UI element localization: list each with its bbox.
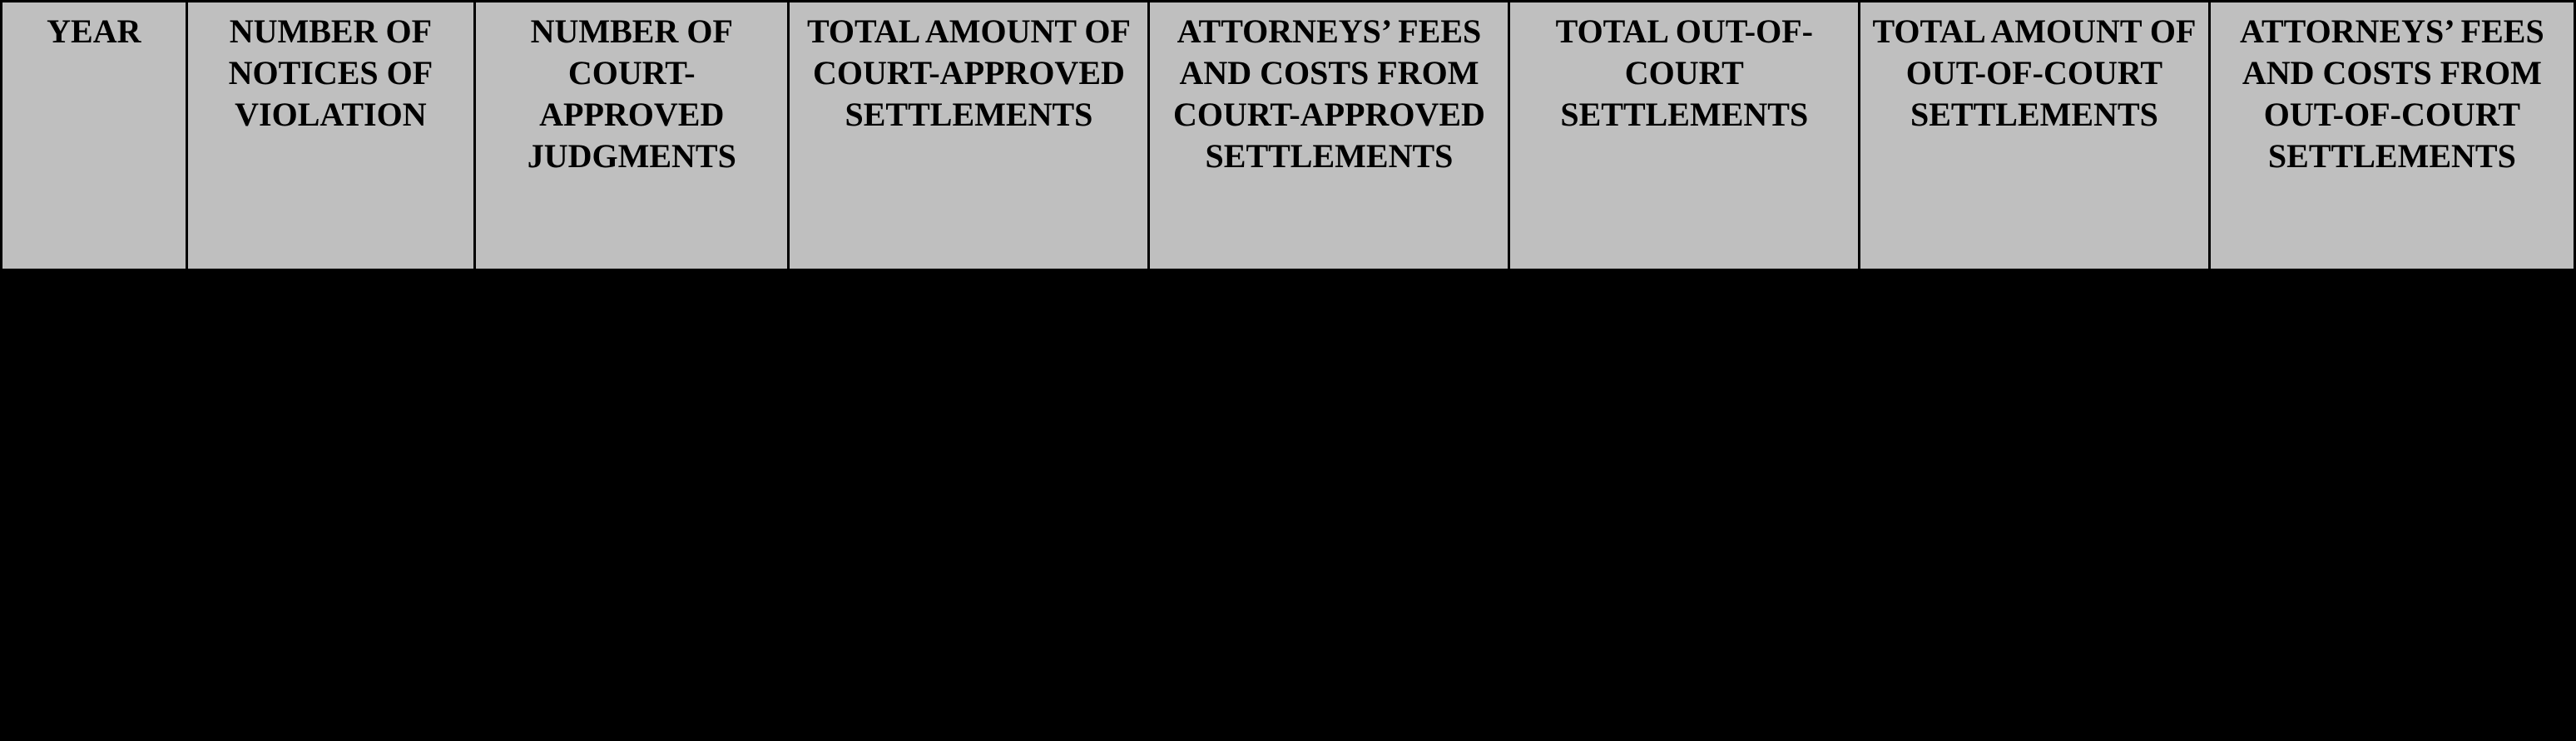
cell-out-fees — [2209, 458, 2574, 552]
cell-out-count — [1509, 646, 1860, 740]
col-header-court-total: TOTAL AMOUNT OF COURT-APPROVED SETTLEMEN… — [789, 2, 1149, 270]
cell-out-total — [1860, 364, 2210, 458]
cell-notices — [186, 458, 474, 552]
cell-court-total — [789, 364, 1149, 458]
cell-out-total — [1860, 552, 2210, 646]
cell-out-count — [1509, 458, 1860, 552]
cell-year — [2, 364, 187, 458]
table-row — [2, 646, 2575, 740]
col-header-court-fees: ATTORNEYS’ FEES AND COSTS FROM COURT-APP… — [1149, 2, 1509, 270]
cell-out-fees — [2209, 270, 2574, 364]
col-header-out-total: TOTAL AMOUNT OF OUT-OF-COURT SETTLEMENTS — [1860, 2, 2210, 270]
cell-out-count — [1509, 270, 1860, 364]
cell-year — [2, 270, 187, 364]
cell-out-fees — [2209, 552, 2574, 646]
col-header-out-count: TOTAL OUT-OF-COURT SETTLEMENTS — [1509, 2, 1860, 270]
cell-judgments — [475, 270, 789, 364]
cell-notices — [186, 552, 474, 646]
table-body — [2, 270, 2575, 740]
cell-notices — [186, 646, 474, 740]
cell-court-total — [789, 270, 1149, 364]
col-header-out-fees: ATTORNEYS’ FEES AND COSTS FROM OUT-OF-CO… — [2209, 2, 2574, 270]
cell-court-total — [789, 458, 1149, 552]
cell-out-total — [1860, 646, 2210, 740]
cell-judgments — [475, 646, 789, 740]
table-row — [2, 364, 2575, 458]
cell-year — [2, 552, 187, 646]
cell-court-total — [789, 552, 1149, 646]
cell-court-fees — [1149, 646, 1509, 740]
cell-out-total — [1860, 458, 2210, 552]
cell-out-total — [1860, 270, 2210, 364]
table-header: YEAR NUMBER OF NOTICES OF VIOLATION NUMB… — [2, 2, 2575, 270]
cell-judgments — [475, 552, 789, 646]
cell-out-fees — [2209, 364, 2574, 458]
cell-judgments — [475, 458, 789, 552]
cell-year — [2, 646, 187, 740]
table-row — [2, 270, 2575, 364]
col-header-notices-of-violation: NUMBER OF NOTICES OF VIOLATION — [186, 2, 474, 270]
cell-court-total — [789, 646, 1149, 740]
col-header-court-judgments: NUMBER OF COURT-APPROVED JUDGMENTS — [475, 2, 789, 270]
cell-year — [2, 458, 187, 552]
cell-judgments — [475, 364, 789, 458]
table-header-row: YEAR NUMBER OF NOTICES OF VIOLATION NUMB… — [2, 2, 2575, 270]
cell-court-fees — [1149, 364, 1509, 458]
cell-court-fees — [1149, 552, 1509, 646]
cell-court-fees — [1149, 270, 1509, 364]
cell-court-fees — [1149, 458, 1509, 552]
table-row — [2, 458, 2575, 552]
col-header-year: YEAR — [2, 2, 187, 270]
settlements-table: YEAR NUMBER OF NOTICES OF VIOLATION NUMB… — [0, 0, 2576, 741]
cell-out-fees — [2209, 646, 2574, 740]
cell-out-count — [1509, 364, 1860, 458]
table-row — [2, 552, 2575, 646]
cell-notices — [186, 364, 474, 458]
cell-notices — [186, 270, 474, 364]
settlements-table-container: YEAR NUMBER OF NOTICES OF VIOLATION NUMB… — [0, 0, 2576, 741]
cell-out-count — [1509, 552, 1860, 646]
